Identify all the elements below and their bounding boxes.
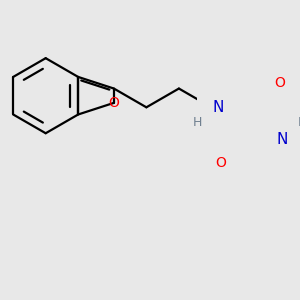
- Text: O: O: [108, 96, 119, 110]
- Text: N: N: [276, 132, 288, 147]
- Text: H: H: [298, 116, 300, 129]
- Text: H: H: [193, 116, 202, 129]
- Text: N: N: [212, 100, 224, 115]
- Text: O: O: [215, 156, 226, 170]
- Text: O: O: [274, 76, 285, 90]
